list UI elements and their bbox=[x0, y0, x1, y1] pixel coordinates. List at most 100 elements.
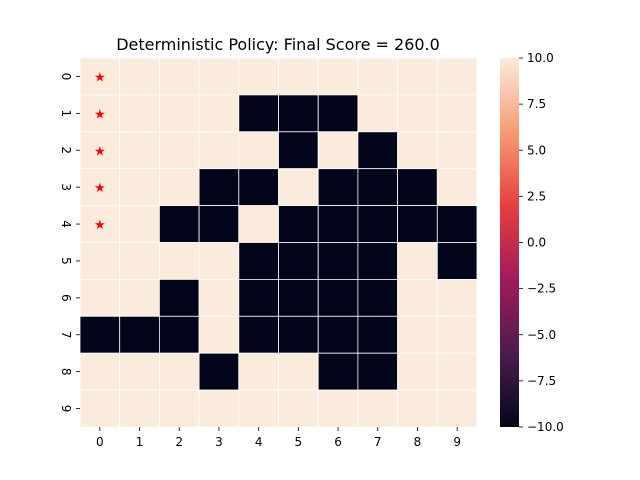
heatmap-cell bbox=[278, 94, 319, 133]
heatmap-cell bbox=[317, 205, 359, 243]
heatmap-cell bbox=[397, 57, 438, 96]
heatmap-cell bbox=[158, 315, 200, 354]
heatmap-cell bbox=[436, 57, 478, 96]
heatmap-cell bbox=[357, 352, 398, 391]
heatmap-cell bbox=[158, 389, 200, 428]
colorbar-tick-label: 7.5 bbox=[527, 97, 546, 111]
heatmap-cell bbox=[238, 94, 279, 133]
heatmap-cell bbox=[357, 205, 398, 243]
heatmap-cell bbox=[158, 57, 200, 96]
star-marker-icon: ★ bbox=[94, 144, 106, 159]
heatmap-cell bbox=[238, 278, 279, 317]
y-tick-label: 2 bbox=[59, 146, 73, 154]
heatmap-cell bbox=[79, 94, 121, 133]
heatmap-plot: ★ ★ ★ ★ ★ bbox=[79, 57, 478, 428]
heatmap-cell bbox=[198, 278, 240, 317]
heatmap-cell bbox=[317, 168, 359, 206]
heatmap-cell bbox=[238, 131, 279, 170]
heatmap-cell bbox=[436, 315, 478, 354]
heatmap-cell bbox=[158, 205, 200, 243]
colorbar-tick-label: 5.0 bbox=[527, 143, 546, 157]
heatmap-cell bbox=[436, 168, 478, 206]
heatmap-cell bbox=[119, 278, 160, 317]
heatmap-cell bbox=[158, 352, 200, 391]
heatmap-cell bbox=[158, 94, 200, 133]
heatmap-cell bbox=[119, 315, 160, 354]
heatmap-cell bbox=[198, 315, 240, 354]
heatmap-cell bbox=[397, 205, 438, 243]
heatmap-cell bbox=[278, 352, 319, 391]
heatmap-cell bbox=[278, 131, 319, 170]
heatmap-cell bbox=[317, 278, 359, 317]
colorbar-tick-label: 10.0 bbox=[527, 51, 554, 65]
heatmap-cell bbox=[397, 352, 438, 391]
heatmap-cell bbox=[238, 389, 279, 428]
y-tick-label: 7 bbox=[59, 331, 73, 339]
y-tick-label: 3 bbox=[59, 183, 73, 191]
heatmap-cell bbox=[357, 131, 398, 170]
y-tick-label: 6 bbox=[59, 294, 73, 302]
heatmap-cell bbox=[119, 94, 160, 133]
x-tick-label: 6 bbox=[334, 435, 342, 449]
heatmap-cell bbox=[79, 131, 121, 170]
x-tick-label: 4 bbox=[255, 435, 263, 449]
heatmap-cell bbox=[317, 315, 359, 354]
y-tick-label: 9 bbox=[59, 405, 73, 413]
heatmap-cell bbox=[397, 131, 438, 170]
heatmap-cell bbox=[79, 315, 121, 354]
x-tick-label: 8 bbox=[414, 435, 422, 449]
heatmap-cell bbox=[397, 315, 438, 354]
heatmap-cell bbox=[436, 94, 478, 133]
heatmap-cell bbox=[357, 389, 398, 428]
heatmap-cell bbox=[158, 131, 200, 170]
x-tick-label: 0 bbox=[96, 435, 104, 449]
chart-title: Deterministic Policy: Final Score = 260.… bbox=[116, 35, 440, 54]
x-tick-label: 1 bbox=[136, 435, 144, 449]
heatmap-cell bbox=[79, 389, 121, 428]
star-marker-icon: ★ bbox=[94, 181, 106, 196]
heatmap-cell bbox=[119, 205, 160, 243]
heatmap-cell bbox=[198, 242, 240, 280]
heatmap-cell bbox=[119, 352, 160, 391]
x-tick-label: 3 bbox=[215, 435, 223, 449]
heatmap-cell bbox=[119, 57, 160, 96]
heatmap-cell bbox=[278, 278, 319, 317]
heatmap-cell bbox=[278, 205, 319, 243]
y-axis: 0 1 2 3 4 5 6 7 8 9 bbox=[59, 73, 80, 413]
heatmap-cell bbox=[238, 352, 279, 391]
heatmap-cell bbox=[397, 278, 438, 317]
heatmap-cell bbox=[397, 168, 438, 206]
y-tick-label: 8 bbox=[59, 368, 73, 376]
heatmap-cell bbox=[397, 94, 438, 133]
heatmap-cell bbox=[317, 57, 359, 96]
heatmap-cell bbox=[317, 352, 359, 391]
colorbar-tick-label: −2.5 bbox=[527, 282, 556, 296]
heatmap-cell bbox=[119, 242, 160, 280]
heatmap-cell bbox=[436, 242, 478, 280]
heatmap-cell bbox=[158, 242, 200, 280]
heatmap-cell bbox=[119, 168, 160, 206]
heatmap-cell bbox=[278, 242, 319, 280]
heatmap-cell bbox=[317, 242, 359, 280]
colorbar-tick-label: 0.0 bbox=[527, 236, 546, 250]
heatmap-cell bbox=[238, 242, 279, 280]
heatmap-cell bbox=[317, 131, 359, 170]
heatmap-cell bbox=[436, 131, 478, 170]
heatmap-cell bbox=[79, 352, 121, 391]
heatmap-cell bbox=[238, 168, 279, 206]
heatmap-cell bbox=[436, 205, 478, 243]
colorbar-tick-label: −7.5 bbox=[527, 374, 556, 388]
heatmap-cell bbox=[278, 57, 319, 96]
heatmap-cell bbox=[278, 315, 319, 354]
heatmap-cell bbox=[198, 131, 240, 170]
colorbar-tick-label: 2.5 bbox=[527, 189, 546, 203]
star-marker-icon: ★ bbox=[94, 107, 106, 122]
heatmap-cell bbox=[397, 389, 438, 428]
heatmap-cell bbox=[198, 205, 240, 243]
heatmap-cell bbox=[158, 278, 200, 317]
heatmap-cell bbox=[158, 168, 200, 206]
colorbar-tick-label: −10.0 bbox=[527, 420, 564, 434]
heatmap-cell bbox=[397, 242, 438, 280]
heatmap-cell bbox=[357, 168, 398, 206]
